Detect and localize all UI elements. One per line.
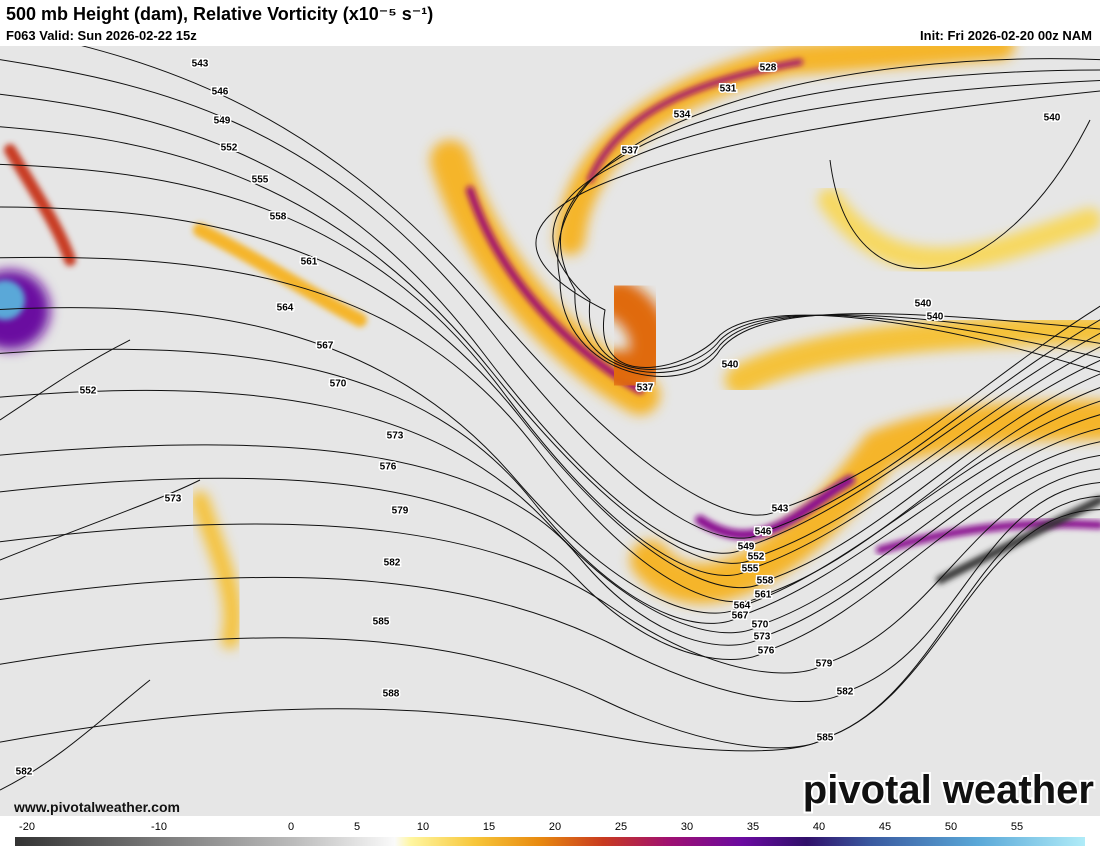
colorbar: [15, 837, 1085, 846]
contour-line: [560, 69, 1100, 373]
contour-line: [0, 455, 1100, 660]
contour-label: 570: [752, 620, 769, 631]
contour-line: [0, 256, 1100, 603]
contour-label: 582: [384, 558, 401, 569]
contour-line: [0, 468, 1100, 674]
colorbar-label: 55: [1011, 821, 1023, 833]
header-background: [0, 0, 1100, 46]
contour-line: [0, 126, 1100, 564]
contour-label: 537: [622, 146, 639, 157]
title: 500 mb Height (dam), Relative Vorticity …: [6, 4, 433, 24]
colorbar-label: 50: [945, 821, 957, 833]
contour-labels: 5435465495525555585615645675705735765795…: [14, 57, 1062, 779]
colorbar-label: 35: [747, 821, 759, 833]
contour-label: 582: [16, 767, 33, 778]
contour-label: 558: [757, 576, 774, 587]
contour-label: 588: [383, 689, 400, 700]
init-time: Init: Fri 2026-02-20 00z NAM: [920, 28, 1092, 43]
contour-label: 561: [755, 590, 772, 601]
contour-label: 579: [816, 659, 833, 670]
contour-label: 573: [387, 431, 404, 442]
contour-label: 537: [637, 383, 654, 394]
contour-label: 567: [732, 611, 749, 622]
contour-label: 555: [742, 564, 759, 575]
contour-label: 540: [927, 312, 944, 323]
colorbar-label: 30: [681, 821, 693, 833]
contour-label: 543: [192, 59, 209, 70]
contour-label: 552: [80, 386, 97, 397]
contour-line: [535, 90, 1100, 373]
colorbar-label: 25: [615, 821, 627, 833]
contour-label: 564: [734, 601, 751, 612]
contour-label: 576: [758, 646, 775, 657]
contour-label: 558: [270, 212, 287, 223]
contour-label: 585: [817, 733, 834, 744]
contour-line: [0, 163, 1100, 576]
contour-label: 540: [1044, 113, 1061, 124]
contour-label: 546: [212, 87, 229, 98]
contour-label: 534: [674, 110, 691, 121]
contour-label: 555: [252, 175, 269, 186]
contour-label: 573: [754, 632, 771, 643]
contour-label: 582: [837, 687, 854, 698]
contour-line: [557, 58, 1100, 377]
colorbar-label: 15: [483, 821, 495, 833]
contour-line: [0, 482, 1100, 703]
contour-line: [829, 119, 1091, 269]
contour-label: 552: [748, 552, 765, 563]
colorbar-label: 10: [417, 821, 429, 833]
contour-line: [552, 79, 1100, 370]
colorbar-label: 5: [354, 821, 360, 833]
colorbar-label: -20: [19, 821, 35, 833]
contour-line: [0, 59, 1100, 539]
contour-label: 570: [330, 379, 347, 390]
colorbar-label: 0: [288, 821, 294, 833]
contour-line: [0, 389, 1100, 634]
contour-label: 540: [915, 299, 932, 310]
contour-line: [0, 495, 1100, 749]
contour-label: 531: [720, 84, 737, 95]
contour-label: 585: [373, 617, 390, 628]
valid-time: F063 Valid: Sun 2026-02-22 15z: [6, 28, 197, 43]
colorbar-label: 45: [879, 821, 891, 833]
contour-line: [0, 93, 1100, 554]
contour-label: 552: [221, 143, 238, 154]
contour-line: [0, 348, 1100, 624]
contour-line: [0, 206, 1100, 589]
contour-label: 543: [772, 504, 789, 515]
colorbar-label: 20: [549, 821, 561, 833]
contour-line: [0, 441, 1100, 646]
contour-line: [0, 339, 201, 791]
contour-label: 576: [380, 462, 397, 473]
contour-label: 540: [722, 360, 739, 371]
logo: pivotal weather: [803, 768, 1094, 812]
contour-label: 546: [755, 527, 772, 538]
contour-line: [0, 307, 1100, 614]
height-contours: [0, 25, 1100, 791]
contour-line: [0, 509, 1100, 752]
contour-label: 549: [738, 542, 755, 553]
colorbar-label: -10: [151, 821, 167, 833]
contour-label: 549: [214, 116, 231, 127]
colorbar-label: 40: [813, 821, 825, 833]
contour-label: 564: [277, 303, 294, 314]
contour-label: 567: [317, 341, 334, 352]
contour-label: 573: [165, 494, 182, 505]
contour-label: 579: [392, 506, 409, 517]
contour-label: 561: [301, 257, 318, 268]
website: www.pivotalweather.com: [13, 799, 180, 815]
contour-line: [0, 25, 1100, 516]
vorticity-field: [0, 30, 1100, 649]
contour-label: 528: [760, 63, 777, 74]
